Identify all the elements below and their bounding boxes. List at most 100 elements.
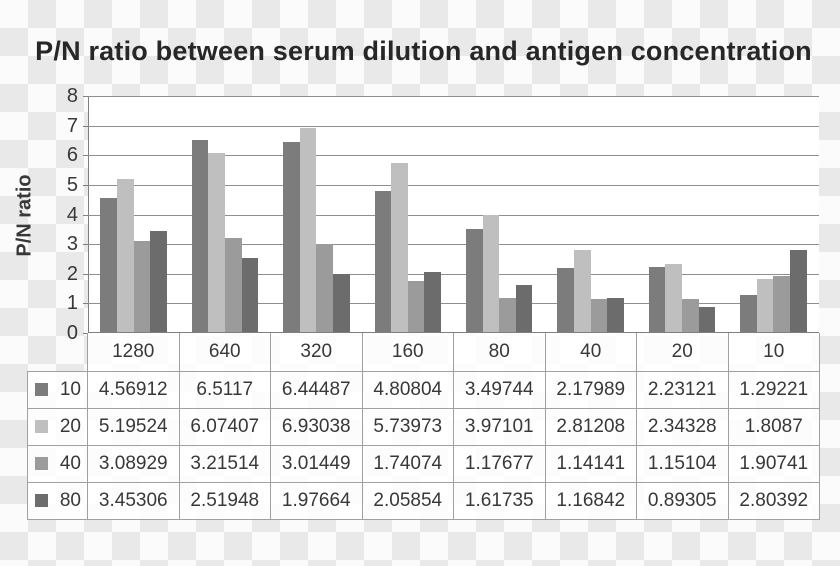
table-value-cell-s80-c160: 2.05854 xyxy=(361,481,454,520)
table-value-cell-s10-c20: 2.23121 xyxy=(636,370,729,409)
bar-series40-cat40 xyxy=(590,299,608,332)
legend-key-icon xyxy=(35,383,48,396)
table-value-cell-s20-c80: 3.97101 xyxy=(453,407,546,446)
legend-cell-series-80: 80 xyxy=(27,481,88,520)
bar-series80-cat640 xyxy=(241,258,259,332)
gridline-y3 xyxy=(88,244,819,246)
bar-series80-cat320 xyxy=(333,274,350,332)
table-value-cell-s10-c40: 2.17989 xyxy=(544,370,637,409)
bar-series10-cat40 xyxy=(557,268,574,332)
legend-label: 80 xyxy=(59,489,81,511)
y-tick-mark xyxy=(83,303,88,305)
y-tick-label-8: 8 xyxy=(66,85,78,107)
bar-series20-cat160 xyxy=(391,162,408,332)
bar-series10-cat640 xyxy=(191,140,209,332)
table-row-series-10: 10 4.56912 6.5117 6.44487 4.80804 3.49744 2.17… xyxy=(27,370,820,409)
legend-key-icon xyxy=(35,420,48,433)
bar-series20-cat10 xyxy=(756,279,774,332)
y-tick-label-6: 6 xyxy=(66,144,78,167)
bar-series10-cat1280 xyxy=(100,197,118,332)
table-value-cell-s20-c40: 2.81208 xyxy=(544,407,637,446)
chart-title: P/N ratio between serum dilution and ant… xyxy=(35,36,812,66)
legend-key-icon xyxy=(35,457,48,470)
bar-series40-cat1280 xyxy=(133,241,151,332)
table-value-cell-s40-c40: 1.14141 xyxy=(544,444,637,483)
gridline-y4 xyxy=(88,214,819,216)
bar-series40-cat640 xyxy=(225,237,242,332)
bar-series80-cat160 xyxy=(424,272,442,332)
bar-series80-cat80 xyxy=(515,285,533,332)
x-axis-line xyxy=(88,332,819,333)
bar-series20-cat1280 xyxy=(117,179,134,332)
table-header-row: 1280 640 320 160 80 40 20 10 xyxy=(28,333,820,372)
legend-cell-series-20: 20 xyxy=(27,407,88,446)
table-value-cell-s40-c160: 1.74074 xyxy=(361,444,454,483)
plot-area xyxy=(83,96,819,334)
table-value-cell-s10-c10: 1.29221 xyxy=(727,370,820,409)
y-tick-label-4: 4 xyxy=(66,203,78,226)
table-row-series-40: 40 3.08929 3.21514 3.01449 1.74074 1.17677 1.1… xyxy=(27,444,820,483)
table-category-cell-160: 160 xyxy=(361,333,454,372)
gridline-y1 xyxy=(88,303,819,305)
gridline-y6 xyxy=(88,155,819,157)
table-value-cell-s80-c320: 1.97664 xyxy=(270,481,363,520)
y-tick-label-0: 0 xyxy=(66,322,78,344)
bar-series10-cat20 xyxy=(648,266,666,332)
table-value-cell-s20-c20: 2.34328 xyxy=(636,407,729,446)
table-category-cell-640: 640 xyxy=(178,333,271,372)
legend-key-icon xyxy=(35,494,48,507)
table-value-cell-s20-c10: 1.8087 xyxy=(727,407,820,446)
table-value-cell-s40-c320: 3.01449 xyxy=(270,444,363,483)
table-value-cell-s10-c80: 3.49744 xyxy=(453,370,546,409)
bar-series40-cat20 xyxy=(681,298,699,332)
table-value-cell-s80-c640: 2.51948 xyxy=(178,481,271,520)
table-value-cell-s10-c640: 6.5117 xyxy=(178,370,271,409)
table-value-cell-s10-c1280: 4.56912 xyxy=(87,370,180,409)
table-value-cell-s10-c320: 6.44487 xyxy=(270,370,363,409)
table-value-cell-s80-c80: 1.61735 xyxy=(453,481,546,520)
table-value-cell-s80-c1280: 3.45306 xyxy=(87,481,180,520)
table-value-cell-s40-c10: 1.90741 xyxy=(727,444,820,483)
bar-series20-cat80 xyxy=(482,215,500,332)
y-tick-mark xyxy=(83,184,88,186)
y-tick-mark xyxy=(83,96,88,97)
bar-series40-cat10 xyxy=(773,276,790,332)
y-tick-label-5: 5 xyxy=(66,173,78,196)
table-category-cell-1280: 1280 xyxy=(87,333,180,372)
table-value-cell-s40-c1280: 3.08929 xyxy=(87,444,180,483)
bar-series20-cat320 xyxy=(299,127,317,332)
legend-label: 20 xyxy=(59,415,81,437)
bar-series10-cat10 xyxy=(740,294,757,332)
table-value-cell-s40-c20: 1.15104 xyxy=(636,444,729,483)
legend-cell-series-40: 40 xyxy=(27,444,88,483)
bar-series10-cat320 xyxy=(283,142,300,332)
legend-cell-series-10: 10 xyxy=(27,370,88,409)
bar-series10-cat80 xyxy=(465,229,483,332)
table-value-cell-s20-c320: 6.93038 xyxy=(270,407,363,446)
table-row-series-20: 20 5.19524 6.07407 6.93038 5.73973 3.97101 2.8… xyxy=(27,407,820,446)
y-tick-label-7: 7 xyxy=(66,114,78,137)
gridline-y2 xyxy=(88,273,819,275)
table-value-cell-s20-c1280: 5.19524 xyxy=(87,407,180,446)
y-tick-mark xyxy=(83,155,88,157)
bar-series80-cat40 xyxy=(607,298,624,332)
y-tick-label-3: 3 xyxy=(66,233,78,256)
table-row-series-80: 80 3.45306 2.51948 1.97664 2.05854 1.61735 1.1… xyxy=(27,481,820,520)
y-tick-mark xyxy=(83,214,88,216)
y-tick-mark xyxy=(83,125,88,127)
table-category-cell-80: 80 xyxy=(453,333,546,372)
table-corner-cell xyxy=(28,333,88,371)
table-value-cell-s10-c160: 4.80804 xyxy=(361,370,454,409)
table-value-cell-s40-c80: 1.17677 xyxy=(453,444,546,483)
gridline-y5 xyxy=(88,184,819,186)
y-tick-label-1: 1 xyxy=(66,292,78,315)
bar-series80-cat20 xyxy=(698,306,716,332)
table-value-cell-s20-c160: 5.73973 xyxy=(361,407,454,446)
y-tick-mark xyxy=(83,244,88,246)
table-value-cell-s80-c20: 0.89305 xyxy=(636,481,729,520)
bar-series80-cat1280 xyxy=(150,230,167,332)
bar-series20-cat40 xyxy=(573,249,591,332)
legend-label: 40 xyxy=(59,452,81,474)
table-value-cell-s20-c640: 6.07407 xyxy=(178,407,271,446)
table-category-cell-20: 20 xyxy=(636,333,729,372)
